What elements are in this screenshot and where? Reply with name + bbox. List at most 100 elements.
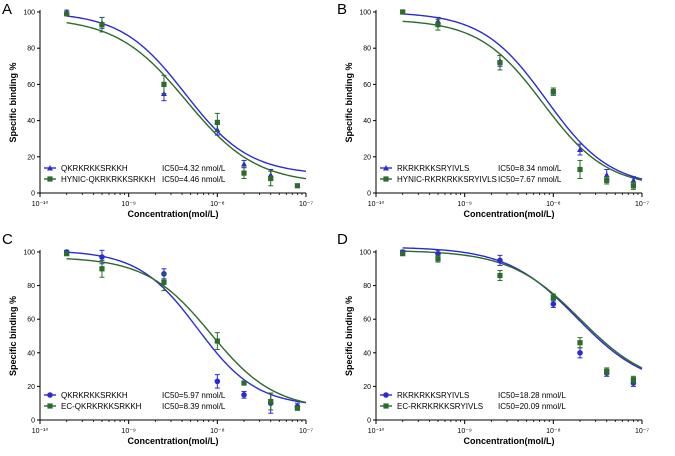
y-tick-label: 20 [363,154,371,161]
y-axis-label: Specific binding % [344,62,354,142]
data-point-s1 [214,378,221,385]
data-point-s1 [577,350,583,356]
legend-series-name: EC-QKRKRKKSRKKH [61,402,142,411]
legend-series-name: QKRKRKKSRKKH [61,391,128,400]
legend-series-name: HYNIC-QKRKRKKSRKKH [61,175,155,184]
legend-series-name: EC-RKRKRKKSRYIVLS [397,402,483,411]
data-point-s2 [604,177,610,183]
data-point-s2 [64,251,70,257]
panel-letter: B [337,1,347,18]
panel-letter: C [2,231,13,248]
data-point-s2 [604,368,610,374]
legend-marker [383,392,389,398]
fit-curve-2 [66,22,307,180]
data-point-s2 [64,11,70,17]
data-point-s2 [268,175,274,182]
y-tick-label: 20 [27,154,35,161]
y-tick-label: 20 [363,384,371,391]
y-tick-label: 40 [363,350,371,357]
x-tick-label: 10⁻⁸ [210,201,224,208]
data-point-s2 [294,405,301,411]
legend-series-name: QKRKRKKSRKKH [61,164,128,173]
y-tick-label: 60 [27,317,35,324]
y-tick-label: 100 [359,250,371,257]
y-tick-label: 0 [367,191,371,198]
legend-series-name: RKRKRKKSRYIVLS [397,391,469,400]
y-tick-label: 100 [23,250,35,257]
x-axis-label: Concentration(mol/L) [128,436,219,446]
data-point-s2 [99,266,105,272]
fit-curve-2 [402,250,643,369]
data-point-s2 [161,81,167,87]
x-tick-label: 10⁻⁷ [635,428,649,435]
legend-marker [383,176,389,182]
data-point-s2 [550,294,556,300]
data-point-s2 [214,338,220,344]
chart-panel-a: A 0 20 40 60 80 100 10⁻¹⁰ 10⁻⁹ 10⁻⁸ 10⁻⁷ Concentrat… [2,1,313,219]
data-point-s1 [603,171,610,178]
chart-panel-d: D 0 20 40 60 80 100 10⁻¹⁰ 10⁻⁹ 10⁻⁸ 10⁻⁷ Concentrat… [337,231,649,446]
legend-marker [383,165,389,171]
legend-ic50: IC50=18.28 nmol/L [498,391,566,400]
legend-series-name: HYNIC-RKRKRKKSRYIVLS [397,175,497,184]
x-tick-label: 10⁻¹⁰ [368,427,385,435]
legend-marker [383,403,389,409]
data-point-s2 [161,279,167,285]
x-tick-label: 10⁻⁷ [299,201,313,208]
data-point-s2 [435,256,441,262]
chart-panel-b: B 0 20 40 60 80 100 10⁻¹⁰ 10⁻⁹ 10⁻⁸ 10⁻⁷ Concentrat… [337,1,649,219]
fit-curve-2 [402,20,643,181]
data-point-s1 [241,161,248,167]
y-tick-label: 60 [363,82,371,89]
y-axis-label: Specific binding % [8,62,18,142]
data-point-s2 [214,119,220,126]
fit-curve-1 [402,247,643,370]
y-tick-label: 80 [27,46,35,53]
fit-curve-2 [66,258,307,404]
y-tick-label: 0 [31,418,35,425]
legend-ic50: IC50=8.39 nmol/L [162,402,226,411]
legend-ic50: IC50=20.09 nmol/L [498,402,566,411]
x-tick-label: 10⁻¹⁰ [368,200,385,208]
fit-curve-1 [402,13,643,180]
y-tick-label: 40 [363,118,371,125]
data-point-s2 [630,377,637,383]
fit-curve-1 [66,15,307,172]
y-tick-label: 20 [27,384,35,391]
x-axis-label: Concentration(mol/L) [464,436,555,446]
x-tick-label: 10⁻⁸ [546,428,560,435]
data-point-s1 [630,177,637,183]
legend-ic50: IC50=4.46 nmol/L [162,175,226,184]
legend-marker [47,165,53,171]
x-tick-label: 10⁻¹⁰ [32,427,49,435]
legend-marker [47,403,53,409]
data-point-s1 [241,392,247,398]
data-point-s1 [577,146,584,153]
data-point-s1 [99,254,105,260]
data-point-s2 [550,89,556,95]
data-point-s2 [241,170,247,176]
legend-ic50: IC50=4.32 nmol/L [162,164,226,173]
data-point-s1 [550,301,557,307]
data-point-s2 [400,251,406,257]
data-point-s2 [400,9,406,15]
x-tick-label: 10⁻⁷ [299,428,313,435]
panel-letter: D [337,231,348,248]
data-point-s2 [577,340,583,346]
y-tick-label: 100 [23,10,35,17]
data-point-s2 [497,60,503,66]
y-tick-label: 0 [31,191,35,198]
x-tick-label: 10⁻⁸ [546,201,560,208]
y-tick-label: 80 [27,283,35,290]
data-point-s1 [497,257,503,264]
data-point-s2 [630,183,637,189]
data-point-s2 [294,183,301,189]
x-tick-label: 10⁻⁷ [635,201,649,208]
y-tick-label: 80 [363,283,371,290]
x-tick-label: 10⁻⁸ [210,428,224,435]
y-axis-label: Specific binding % [344,296,354,376]
data-point-s2 [241,380,247,386]
legend-ic50: IC50=5.97 nmol/L [162,391,226,400]
x-axis-label: Concentration(mol/L) [464,209,555,219]
legend-ic50: IC50=8.34 nmol/L [498,164,562,173]
